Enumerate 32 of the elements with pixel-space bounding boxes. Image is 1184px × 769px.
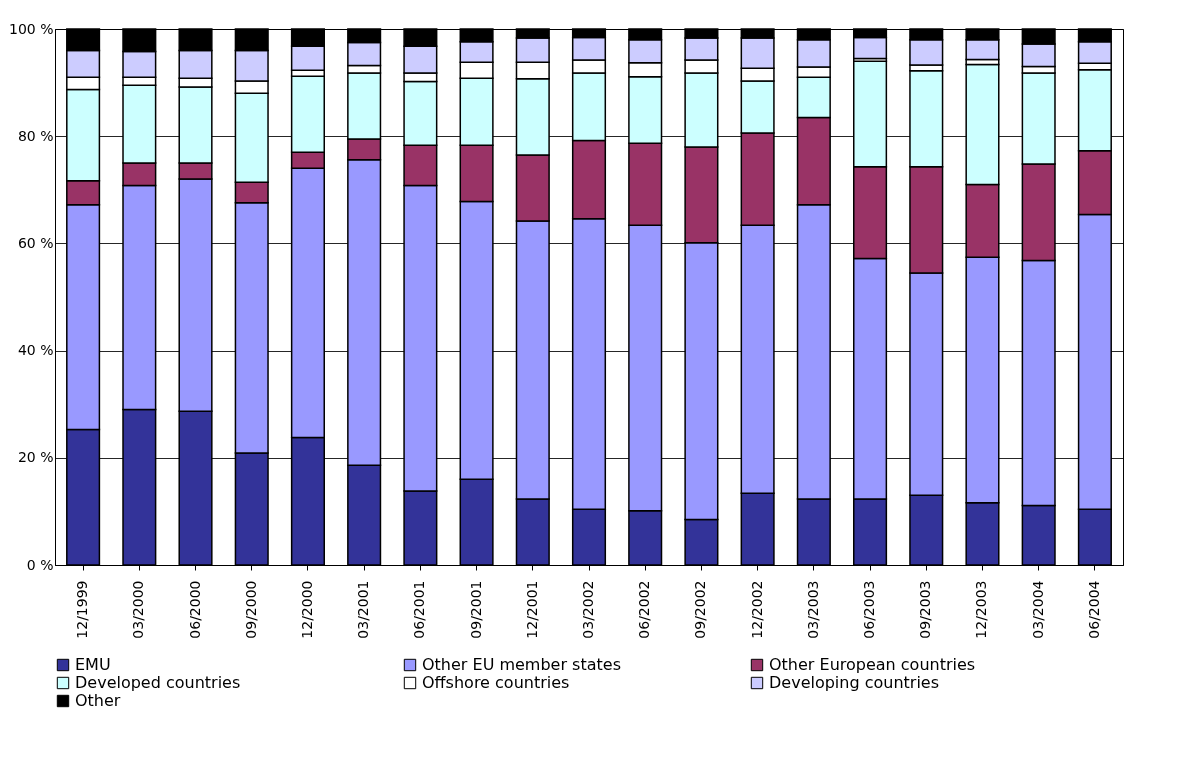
x-tick-label: 12/2000	[298, 580, 315, 639]
legend-label: Developed countries	[75, 673, 241, 692]
x-tick-label: 12/2002	[748, 580, 765, 639]
x-tick-label: 06/2002	[636, 580, 653, 639]
x-tick-label: 09/2000	[242, 580, 259, 639]
y-tick-label: 100 %	[9, 20, 54, 37]
x-tick-label: 12/2003	[973, 580, 990, 639]
x-tick-label: 09/2001	[467, 580, 484, 639]
legend-label: EMU	[75, 655, 111, 674]
x-tick-label: 03/2001	[355, 580, 372, 639]
legend-label: Developing countries	[769, 673, 940, 692]
x-tick-label: 06/2000	[186, 580, 203, 639]
x-tick-label: 09/2002	[692, 580, 709, 639]
x-tick-label: 06/2003	[861, 580, 878, 639]
x-tick-label: 06/2004	[1085, 580, 1102, 639]
legend-label: Offshore countries	[422, 673, 570, 692]
x-tick-label: 12/2001	[523, 580, 540, 639]
y-tick-label: 0 %	[26, 556, 54, 573]
x-tick-label: 03/2003	[804, 580, 821, 639]
legend-label: Other European countries	[769, 655, 976, 674]
x-tick-label: 09/2003	[917, 580, 934, 639]
x-tick-label: 03/2002	[580, 580, 596, 639]
legend-label: Other	[75, 691, 121, 710]
y-tick-label: 20 %	[17, 449, 54, 466]
y-tick-label: 60 %	[17, 234, 54, 251]
x-tick-label: 03/2000	[130, 580, 147, 639]
legend-label: Other EU member states	[422, 655, 621, 674]
x-tick-label: 03/2004	[1029, 580, 1046, 639]
y-tick-label: 40 %	[17, 342, 54, 359]
y-tick-label: 80 %	[17, 127, 54, 144]
x-tick-label: 06/2001	[411, 580, 428, 639]
x-tick-label: 12/1999	[74, 580, 91, 639]
